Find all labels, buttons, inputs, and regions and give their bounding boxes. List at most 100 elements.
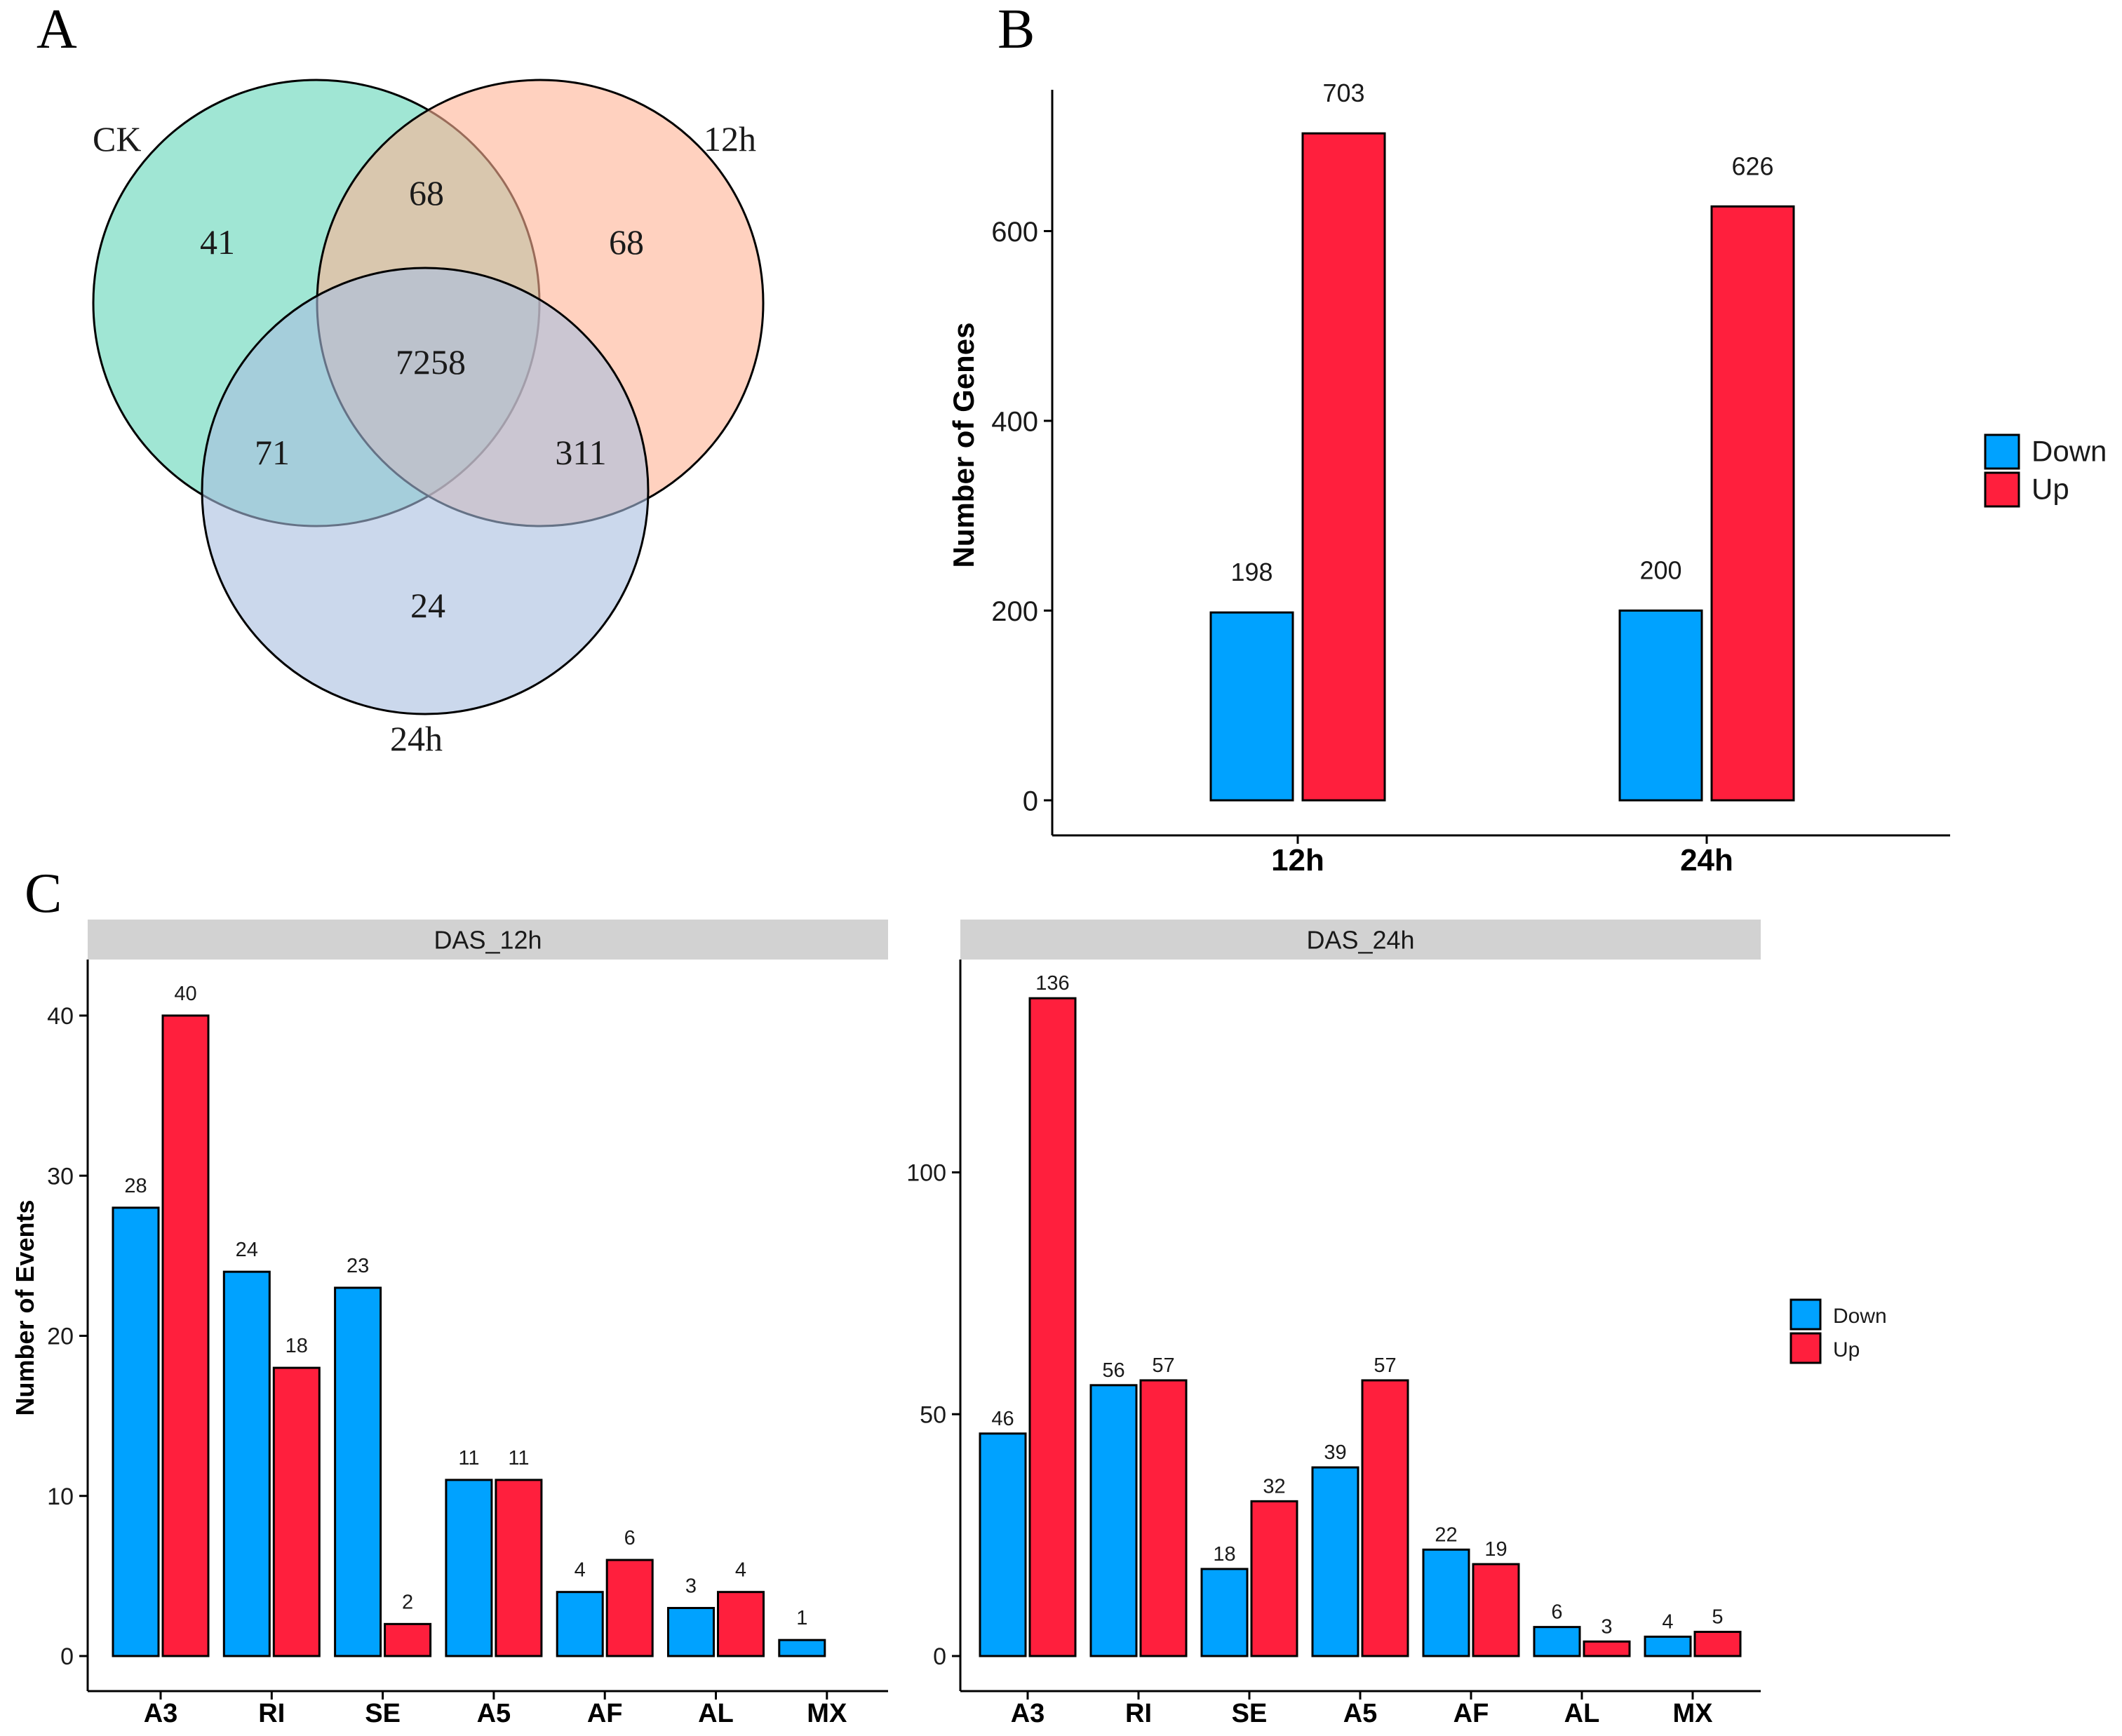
events-24h-x-tick-label: AF (1453, 1699, 1489, 1728)
events-12h-x-tick-label: A3 (144, 1699, 178, 1728)
events-12h-y-tick-label: 20 (47, 1324, 74, 1350)
events-24h-data-label: 39 (1324, 1441, 1346, 1464)
events-24h-facet-label: DAS_24h (1306, 926, 1414, 955)
panel-label-a: A (36, 0, 77, 60)
events-24h-bar-up-se (1250, 1500, 1298, 1657)
genes-y-axis-title: Number of Genes (947, 322, 980, 567)
genes-data-label: 200 (1639, 556, 1681, 584)
events-12h-bar-up-ri (272, 1366, 321, 1657)
events-12h-data-label: 11 (508, 1447, 529, 1469)
events-24h-bar-up-a5 (1361, 1379, 1409, 1657)
events-12h-y-tick-label: 30 (47, 1163, 74, 1190)
events-12h-bar-up-a3 (161, 1014, 210, 1657)
events-12h-data-label: 1 (796, 1607, 807, 1629)
events-12h-data-label: 3 (685, 1575, 697, 1598)
events-12h-data-label: 28 (124, 1175, 147, 1197)
events-12h-data-label: 2 (402, 1591, 413, 1613)
events-12h-facet-label: DAS_12h (434, 926, 542, 955)
events-12h-bar-down-af (556, 1591, 604, 1657)
events-12h-x-tick-label: SE (365, 1699, 401, 1728)
events-24h-data-label: 46 (991, 1408, 1014, 1430)
venn-set-label-12h: 12h (704, 119, 756, 159)
genes-data-label: 703 (1322, 79, 1364, 107)
venn-count-ck-only: 41 (200, 222, 235, 262)
events-24h-data-label: 22 (1435, 1523, 1457, 1546)
venn-count-12h-only: 68 (609, 222, 644, 262)
events-24h-data-label: 56 (1102, 1359, 1124, 1382)
events-12h-bar-down-ri (222, 1270, 271, 1657)
genes-x-tick-label: 12h (1271, 843, 1324, 877)
venn-count-ck-24h: 71 (255, 433, 290, 472)
events-24h-data-label: 19 (1484, 1538, 1507, 1561)
events-24h-bar-up-a3 (1028, 997, 1077, 1657)
genes-bar-up-24h (1710, 205, 1795, 802)
genes-x-tick-label: 24h (1680, 843, 1733, 877)
venn-circle-24h (201, 267, 650, 715)
events-24h-bar-down-af (1422, 1548, 1470, 1657)
events-24h-legend-swatch-down (1789, 1298, 1822, 1331)
genes-legend-label-up: Up (2032, 472, 2069, 505)
events-24h-data-label: 5 (1712, 1606, 1723, 1629)
genes-bar-down-12h (1209, 611, 1294, 802)
chart-b: 0 200 400 600 Number of Genes 12h 198 703 24h 200… (947, 79, 2107, 877)
events-12h-x-tick-label: RI (258, 1699, 285, 1728)
events-24h-data-label: 32 (1263, 1475, 1285, 1498)
events-12h-data-label: 4 (735, 1559, 746, 1582)
events-24h-x-tick-label: MX (1673, 1699, 1714, 1728)
events-12h-bar-down-a3 (112, 1206, 160, 1657)
genes-data-label: 198 (1230, 558, 1272, 586)
events-12h-y-tick-label: 40 (47, 1003, 74, 1030)
genes-bar-up-12h (1301, 132, 1386, 802)
venn-count-12h-24h: 311 (555, 433, 606, 472)
events-12h-bar-down-se (334, 1286, 382, 1657)
events-24h-bar-up-mx (1693, 1631, 1742, 1657)
events-24h-facet-strip (960, 920, 1761, 960)
events-24h-legend-label-up: Up (1833, 1338, 1860, 1361)
events-24h-x-tick-label: A5 (1343, 1699, 1378, 1728)
events-24h-bar-down-al (1533, 1626, 1581, 1657)
events-24h-data-label: 6 (1551, 1601, 1562, 1624)
venn-diagram: CK 12h 24h 41 68 68 7258 71 311 24 (92, 79, 765, 758)
events-12h-bar-down-mx (778, 1639, 826, 1657)
panel-label-b: B (998, 0, 1035, 60)
events-12h-bar-up-al (717, 1591, 765, 1657)
genes-data-label: 626 (1731, 152, 1773, 180)
venn-count-all: 7258 (396, 342, 466, 382)
events-12h-x-tick-label: AF (587, 1699, 623, 1728)
events-12h-bar-down-al (667, 1607, 715, 1657)
events-12h-data-label: 24 (236, 1239, 258, 1261)
events-12h-y-tick-label: 10 (47, 1483, 74, 1510)
events-12h-data-label: 4 (575, 1559, 586, 1582)
genes-legend-swatch-down (1984, 433, 2020, 470)
events-24h-y-tick-label: 100 (906, 1160, 946, 1187)
events-12h-data-label: 18 (286, 1335, 308, 1357)
events-24h-x-tick-label: SE (1232, 1699, 1268, 1728)
events-24h-y-tick-label: 0 (933, 1643, 946, 1670)
events-24h-x-tick-label: RI (1125, 1699, 1152, 1728)
events-24h-legend-label-down: Down (1833, 1305, 1887, 1328)
panel-label-c: C (25, 863, 62, 924)
events-12h-x-tick-label: A5 (477, 1699, 511, 1728)
genes-legend-label-down: Down (2032, 434, 2107, 467)
events-24h-bar-up-al (1583, 1640, 1631, 1657)
events-24h-data-label: 136 (1035, 972, 1069, 995)
events-12h-y-axis-title: Number of Events (11, 1199, 39, 1415)
events-24h-x-tick-label: AL (1564, 1699, 1600, 1728)
events-12h-x-tick-label: AL (698, 1699, 734, 1728)
genes-y-tick-label: 200 (991, 596, 1038, 627)
events-12h-bar-down-a5 (445, 1479, 493, 1657)
events-12h-data-label: 11 (458, 1447, 479, 1469)
events-24h-bar-down-a5 (1311, 1466, 1359, 1657)
events-12h-facet-strip (88, 920, 888, 960)
events-24h-y-tick-label: 50 (920, 1401, 946, 1428)
genes-legend-swatch-up (1984, 471, 2020, 508)
events-24h-data-label: 4 (1662, 1610, 1673, 1633)
venn-count-24h-only: 24 (410, 586, 445, 625)
venn-count-ck-12h: 68 (409, 173, 444, 213)
events-24h-data-label: 3 (1601, 1615, 1612, 1638)
events-12h-bar-up-se (384, 1622, 432, 1657)
events-24h-bar-up-af (1472, 1563, 1520, 1657)
events-24h-data-label: 18 (1213, 1543, 1235, 1566)
